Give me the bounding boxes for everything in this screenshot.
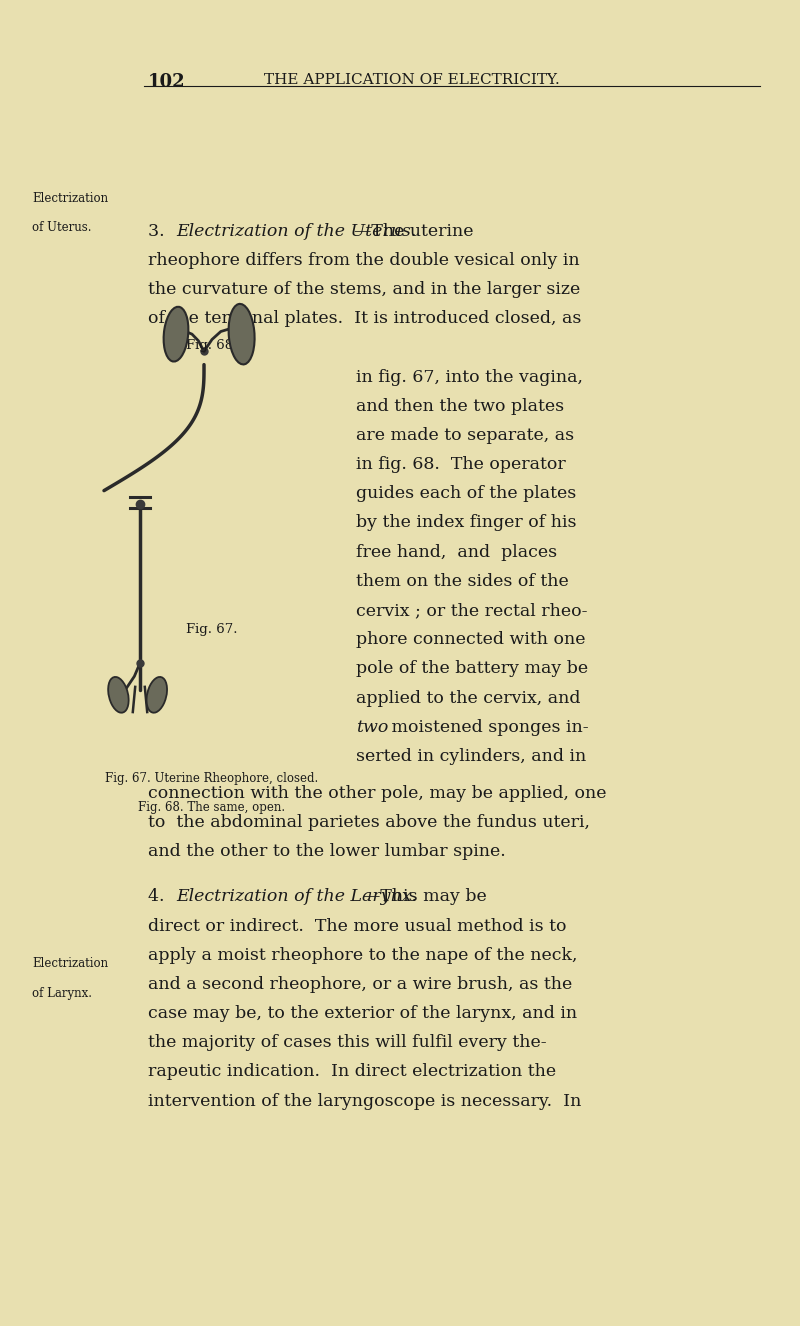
Text: free hand,  and  places: free hand, and places bbox=[356, 544, 557, 561]
Text: —The uterine: —The uterine bbox=[354, 223, 473, 240]
Text: and the other to the lower lumbar spine.: and the other to the lower lumbar spine. bbox=[148, 843, 506, 861]
Text: case may be, to the exterior of the larynx, and in: case may be, to the exterior of the lary… bbox=[148, 1005, 577, 1022]
Text: to  the abdominal parietes above the fundus uteri,: to the abdominal parietes above the fund… bbox=[148, 814, 590, 831]
Text: guides each of the plates: guides each of the plates bbox=[356, 485, 576, 503]
Text: direct or indirect.  The more usual method is to: direct or indirect. The more usual metho… bbox=[148, 918, 566, 935]
Text: of Uterus.: of Uterus. bbox=[32, 221, 91, 235]
Text: Fig. 67. Uterine Rheophore, closed.: Fig. 67. Uterine Rheophore, closed. bbox=[106, 772, 318, 785]
Text: and a second rheophore, or a wire brush, as the: and a second rheophore, or a wire brush,… bbox=[148, 976, 572, 993]
Text: them on the sides of the: them on the sides of the bbox=[356, 573, 569, 590]
Text: Electrization of the Uterus.: Electrization of the Uterus. bbox=[176, 223, 416, 240]
Text: moistened sponges in-: moistened sponges in- bbox=[386, 719, 589, 736]
Ellipse shape bbox=[164, 306, 188, 362]
Text: phore connected with one: phore connected with one bbox=[356, 631, 586, 648]
Text: the curvature of the stems, and in the larger size: the curvature of the stems, and in the l… bbox=[148, 281, 580, 298]
Text: connection with the other pole, may be applied, one: connection with the other pole, may be a… bbox=[148, 785, 606, 802]
Text: pole of the battery may be: pole of the battery may be bbox=[356, 660, 588, 678]
Text: are made to separate, as: are made to separate, as bbox=[356, 427, 574, 444]
Text: apply a moist rheophore to the nape of the neck,: apply a moist rheophore to the nape of t… bbox=[148, 947, 578, 964]
Text: two: two bbox=[356, 719, 388, 736]
Text: Electrization of the Larynx.: Electrization of the Larynx. bbox=[176, 888, 417, 906]
Text: intervention of the laryngoscope is necessary.  In: intervention of the laryngoscope is nece… bbox=[148, 1093, 582, 1110]
Text: the majority of cases this will fulfil every the-: the majority of cases this will fulfil e… bbox=[148, 1034, 546, 1052]
Text: THE APPLICATION OF ELECTRICITY.: THE APPLICATION OF ELECTRICITY. bbox=[264, 73, 560, 88]
Text: Fig. 68.: Fig. 68. bbox=[186, 339, 238, 353]
Text: cervix ; or the rectal rheo-: cervix ; or the rectal rheo- bbox=[356, 602, 587, 619]
Text: Electrization: Electrization bbox=[32, 192, 108, 206]
Text: serted in cylinders, and in: serted in cylinders, and in bbox=[356, 748, 586, 765]
Text: of Larynx.: of Larynx. bbox=[32, 987, 92, 1000]
Text: and then the two plates: and then the two plates bbox=[356, 398, 564, 415]
Text: 102: 102 bbox=[148, 73, 186, 91]
Text: Fig. 68. The same, open.: Fig. 68. The same, open. bbox=[138, 801, 286, 814]
Text: in fig. 68.  The operator: in fig. 68. The operator bbox=[356, 456, 566, 473]
Text: Fig. 67.: Fig. 67. bbox=[186, 623, 238, 636]
Ellipse shape bbox=[229, 304, 254, 365]
Text: rapeutic indication.  In direct electrization the: rapeutic indication. In direct electriza… bbox=[148, 1063, 556, 1081]
Text: 3.: 3. bbox=[148, 223, 176, 240]
Text: applied to the cervix, and: applied to the cervix, and bbox=[356, 690, 581, 707]
Text: by the index finger of his: by the index finger of his bbox=[356, 514, 577, 532]
Text: 4.: 4. bbox=[148, 888, 175, 906]
Text: rheophore differs from the double vesical only in: rheophore differs from the double vesica… bbox=[148, 252, 580, 269]
Text: of the terminal plates.  It is introduced closed, as: of the terminal plates. It is introduced… bbox=[148, 310, 582, 328]
Ellipse shape bbox=[108, 678, 129, 712]
Ellipse shape bbox=[146, 678, 167, 712]
Text: in fig. 67, into the vagina,: in fig. 67, into the vagina, bbox=[356, 369, 583, 386]
Text: Electrization: Electrization bbox=[32, 957, 108, 971]
Text: —This may be: —This may be bbox=[363, 888, 487, 906]
